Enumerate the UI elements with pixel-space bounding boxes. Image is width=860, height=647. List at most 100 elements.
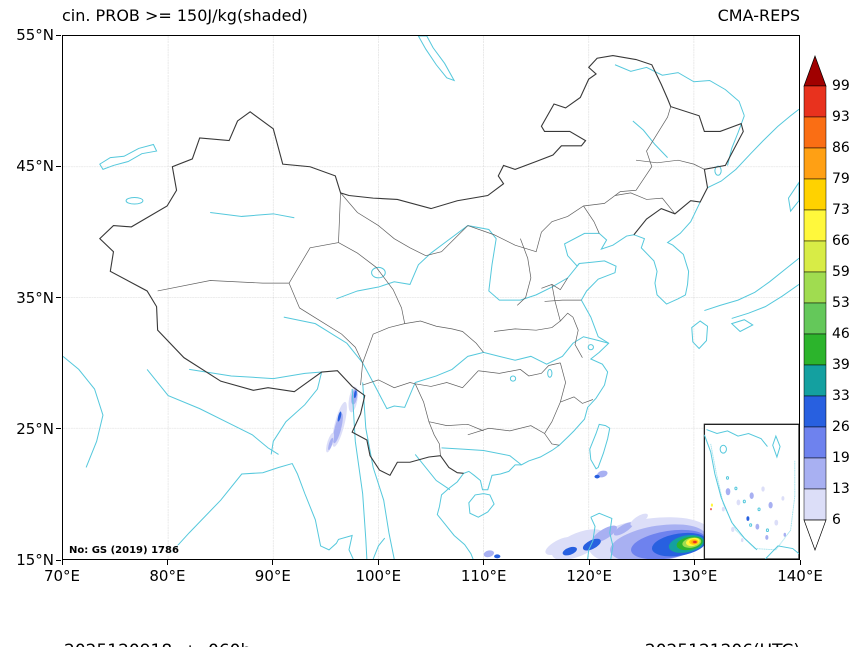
island-luzon (588, 513, 613, 559)
colorbar-tick-label: 19 (832, 450, 850, 466)
y-tick-label: 25°N (16, 419, 54, 438)
inset-frame (704, 424, 799, 559)
island-hainan (469, 494, 494, 518)
colorbar-tick-label: 93 (832, 109, 850, 125)
river-red (415, 454, 450, 489)
chart-title: cin. PROB >= 150J/kg(shaded) (62, 6, 308, 25)
coastline-china (464, 233, 634, 489)
coastline-korea (634, 202, 700, 304)
y-tick-label: 55°N (16, 26, 54, 44)
y-tick-mark (56, 34, 61, 36)
province-border-shanxi-hebei (517, 239, 531, 306)
south-china-sea-inset (704, 424, 799, 559)
colorbar-tick-label: 66 (832, 233, 850, 249)
colorbar-tick-label: 46 (832, 326, 850, 342)
inset-island-dot (750, 524, 752, 527)
coastline-japan-honshu (704, 258, 799, 318)
x-tick-mark (694, 560, 696, 565)
inset-coast-south-china (706, 430, 767, 447)
river-pearl (442, 448, 522, 465)
valid-time-utc: 2025121206(UTC) (645, 638, 800, 647)
province-border-henan-hubei (494, 321, 560, 331)
inset-island-dot (743, 500, 745, 503)
coastline-vietnam (437, 473, 473, 559)
x-tick-mark (483, 560, 485, 565)
y-tick-label: 35°N (16, 288, 54, 307)
province-border-xinjiang-south (158, 193, 341, 291)
y-tick-label: 45°N (16, 157, 54, 176)
footer-init-times: 2025120918 + 060h 2025121002 + 060h (64, 584, 251, 647)
x-tick-mark (377, 560, 379, 565)
inset-island-dot (758, 508, 760, 511)
river-amur (615, 65, 744, 116)
model-name: CMA-REPS (717, 6, 800, 25)
y-tick-mark (56, 165, 61, 167)
province-border-guangdong-north (468, 426, 559, 446)
colorbar-tick-label: 6 (832, 512, 841, 528)
colorbar-tick-label: 59 (832, 264, 850, 280)
grid-lines (63, 36, 799, 559)
x-tick-label: 100°E (355, 567, 402, 585)
river-ganges (147, 369, 278, 454)
probability-shading (326, 386, 711, 559)
colorbar-tick-label: 99 (832, 78, 850, 94)
river-mekong (363, 382, 395, 559)
province-border-heilongjiang-jilin (636, 160, 704, 169)
footer-valid-times: 2025121206(UTC) 2025121214(CST) (645, 584, 800, 647)
province-border-yunnan-east (415, 384, 483, 456)
inset-island-taiwan (773, 436, 780, 457)
colorbar-tick-label: 73 (832, 202, 850, 218)
china-map (63, 36, 799, 559)
x-tick-label: 90°E (254, 567, 291, 585)
province-border-fujian-jiangxi (545, 363, 593, 434)
y-tick-mark (56, 559, 61, 561)
inset-coast-borneo (765, 546, 799, 559)
inset-island-dot (766, 529, 768, 532)
lake-baikal (418, 36, 454, 80)
x-tick-label: 120°E (566, 567, 612, 585)
lake-balkhash (100, 145, 157, 170)
river-indus (63, 356, 103, 467)
river-ussuri (728, 116, 745, 166)
x-tick-mark (588, 560, 590, 565)
x-tick-mark (61, 560, 63, 565)
archive-note: No: GS (2019) 1786 (67, 545, 181, 556)
river-brahmaputra (189, 369, 321, 454)
administrative-boundaries (100, 56, 743, 476)
province-border-sichuan-north (405, 321, 484, 352)
y-tick-mark (56, 297, 61, 298)
coastline-gulf-of-thailand (373, 538, 385, 559)
inset-probability-specks (710, 486, 787, 543)
coastline-primorye (708, 109, 799, 187)
province-border-tibet-qinghai (289, 283, 363, 385)
province-border-anhui-jiangsu (552, 284, 582, 357)
river-yellow (336, 226, 579, 301)
province-border-hubei-hunan (478, 363, 560, 376)
map-plot-area: No: GS (2019) 1786 (62, 35, 800, 560)
lake-qinghai (372, 267, 386, 277)
x-tick-label: 140°E (777, 567, 823, 585)
y-tick-label: 15°N (16, 551, 54, 569)
lake-khanka (715, 166, 721, 175)
inset-island-dot (735, 487, 737, 490)
inset-island-hainan (720, 445, 726, 453)
x-tick-mark (799, 560, 801, 565)
coastline-japan-shikoku (732, 320, 753, 332)
colorbar-tick-label: 86 (832, 140, 850, 156)
colorbar-tick-label: 33 (832, 388, 850, 404)
coastline-bay-of-bengal (171, 464, 353, 559)
province-border-sichuan-south (363, 371, 479, 388)
province-border-qinghai-gansu (338, 243, 404, 363)
island-taiwan (590, 424, 610, 468)
colorbar: 99 93 86 79 73 66 59 53 46 39 33 26 19 13 6 (802, 54, 860, 564)
province-border-innermongolia-east (468, 107, 671, 252)
y-tick-mark (56, 428, 61, 430)
river-songhua (633, 121, 668, 158)
lake-taihu (588, 345, 593, 350)
coastline-japan-kyushu (692, 321, 708, 348)
lake-issyk-kul (126, 197, 143, 204)
colorbar-tick-label: 39 (832, 357, 850, 373)
x-tick-label: 80°E (149, 567, 186, 585)
init-time-1: 2025120918 + 060h (64, 638, 251, 647)
colorbar-tick-label: 53 (832, 295, 850, 311)
